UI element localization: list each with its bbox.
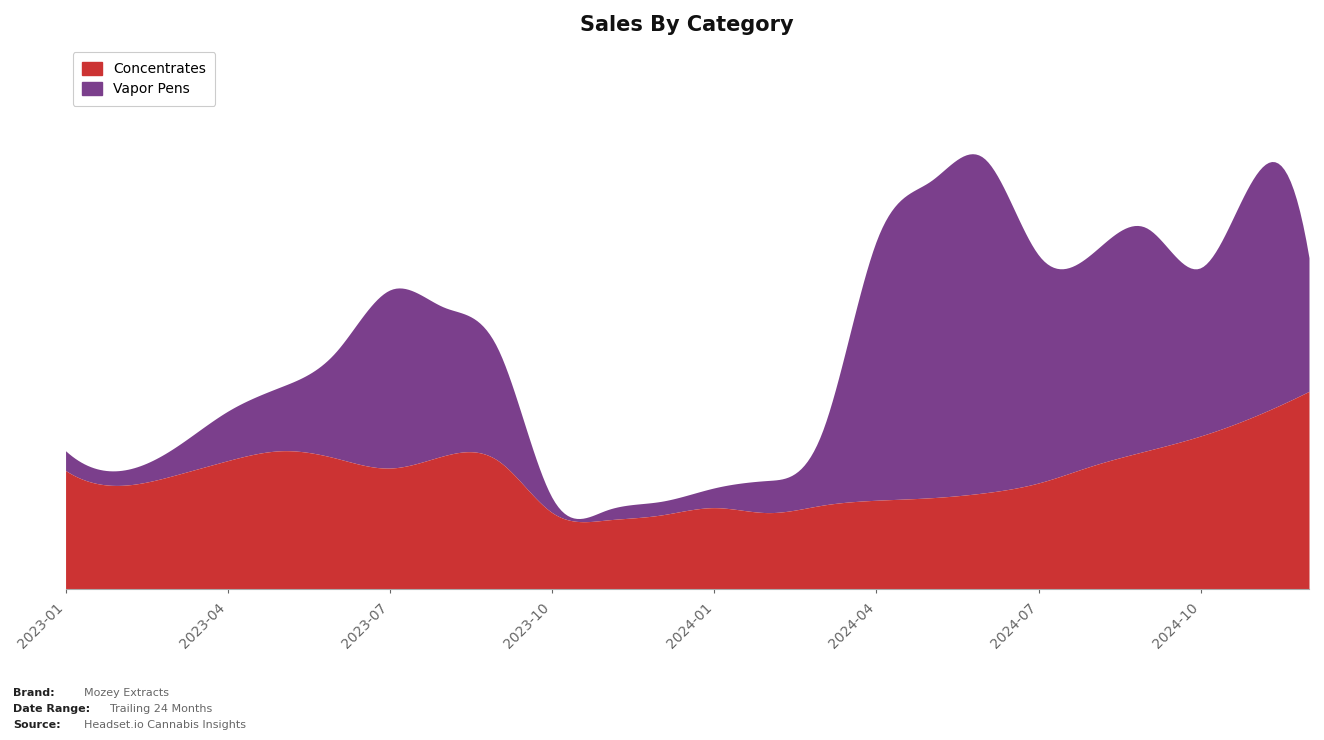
Legend: Concentrates, Vapor Pens: Concentrates, Vapor Pens bbox=[73, 52, 216, 106]
Text: Mozey Extracts: Mozey Extracts bbox=[77, 687, 168, 698]
Text: Trailing 24 Months: Trailing 24 Months bbox=[103, 704, 213, 714]
Text: Source:: Source: bbox=[13, 720, 61, 730]
Text: Brand:: Brand: bbox=[13, 687, 54, 698]
Text: Headset.io Cannabis Insights: Headset.io Cannabis Insights bbox=[77, 720, 246, 730]
Text: Date Range:: Date Range: bbox=[13, 704, 90, 714]
Title: Sales By Category: Sales By Category bbox=[580, 15, 794, 35]
